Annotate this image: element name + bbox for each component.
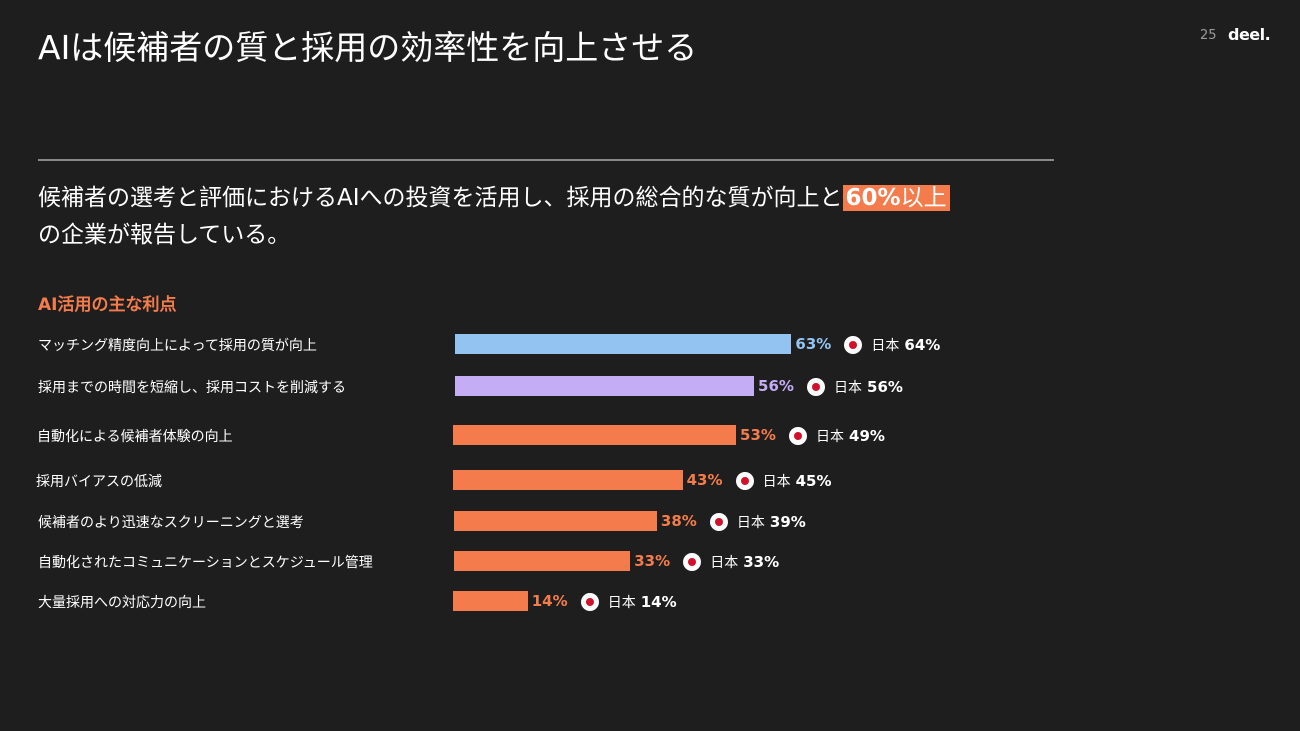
value-label: 33% xyxy=(634,552,671,570)
bar xyxy=(454,511,657,531)
japan-flag-icon xyxy=(735,472,754,490)
japan-flag-icon xyxy=(789,427,808,445)
japan-value: 33% xyxy=(743,553,780,571)
value-label: 14% xyxy=(531,592,568,610)
subtitle-highlight: 60%以上 xyxy=(842,185,950,211)
japan-comparison: 日本 56% xyxy=(807,377,903,397)
japan-comparison: 日本 49% xyxy=(789,426,885,446)
japan-comparison: 日本 45% xyxy=(735,471,832,491)
category-label: 自動化による候補者体験の向上 xyxy=(37,429,233,445)
japan-value: 14% xyxy=(640,593,677,611)
bar xyxy=(454,551,631,571)
category-label: 大量採用への対応力の向上 xyxy=(38,595,206,611)
japan-label: 日本 xyxy=(816,429,845,445)
chart-title: AI活用の主な利点 xyxy=(38,295,177,315)
category-label: 候補者のより迅速なスクリーニングと選考 xyxy=(38,515,304,531)
japan-label: 日本 xyxy=(871,338,900,354)
category-label: 採用までの時間を短縮し、採用コストを削減する xyxy=(38,380,346,396)
japan-comparison: 日本 64% xyxy=(844,335,940,355)
value-label: 43% xyxy=(686,471,723,489)
japan-label: 日本 xyxy=(834,380,863,396)
deel-logo: deel. xyxy=(1228,25,1271,44)
bar xyxy=(455,334,792,354)
japan-value: 64% xyxy=(904,336,941,354)
bar xyxy=(455,376,755,396)
japan-label: 日本 xyxy=(762,474,791,490)
highlight-text: 以上 xyxy=(900,185,947,211)
subtitle-text-after: の企業が報告している。 xyxy=(38,222,291,248)
value-label: 38% xyxy=(660,512,697,530)
bar xyxy=(453,425,737,445)
bar xyxy=(453,591,528,611)
category-label: マッチング精度向上によって採用の質が向上 xyxy=(38,338,317,354)
japan-comparison: 日本 39% xyxy=(709,512,806,532)
japan-flag-icon xyxy=(580,593,599,611)
category-label: 自動化されたコミュニケーションとスケジュール管理 xyxy=(38,555,373,571)
highlight-value: 60% xyxy=(845,185,901,211)
category-label: 採用バイアスの低減 xyxy=(36,474,162,490)
japan-value: 39% xyxy=(769,513,806,531)
value-label: 53% xyxy=(740,426,776,444)
japan-label: 日本 xyxy=(736,515,765,531)
subtitle: 候補者の選考と評価におけるAIへの投資を活用し、採用の総合的な質が向上と 60%以… xyxy=(38,180,1048,254)
japan-flag-icon xyxy=(807,378,826,396)
japan-label: 日本 xyxy=(607,595,636,611)
page-title: AIは候補者の質と採用の効率性を向上させる xyxy=(38,28,698,67)
page-number: 25 xyxy=(1200,28,1217,43)
value-label: 63% xyxy=(795,335,832,353)
subtitle-text: 候補者の選考と評価におけるAIへの投資を活用し、採用の総合的な質が向上と xyxy=(38,185,843,211)
japan-value: 56% xyxy=(867,378,903,396)
japan-flag-icon xyxy=(844,336,863,354)
japan-flag-icon xyxy=(683,553,702,571)
japan-label: 日本 xyxy=(710,555,739,571)
japan-value: 45% xyxy=(795,472,832,490)
divider xyxy=(38,159,1054,161)
japan-comparison: 日本 33% xyxy=(683,552,779,572)
value-label: 56% xyxy=(758,377,794,395)
japan-comparison: 日本 14% xyxy=(580,592,677,612)
bar xyxy=(453,470,683,490)
japan-flag-icon xyxy=(709,513,728,531)
japan-value: 49% xyxy=(849,427,885,445)
